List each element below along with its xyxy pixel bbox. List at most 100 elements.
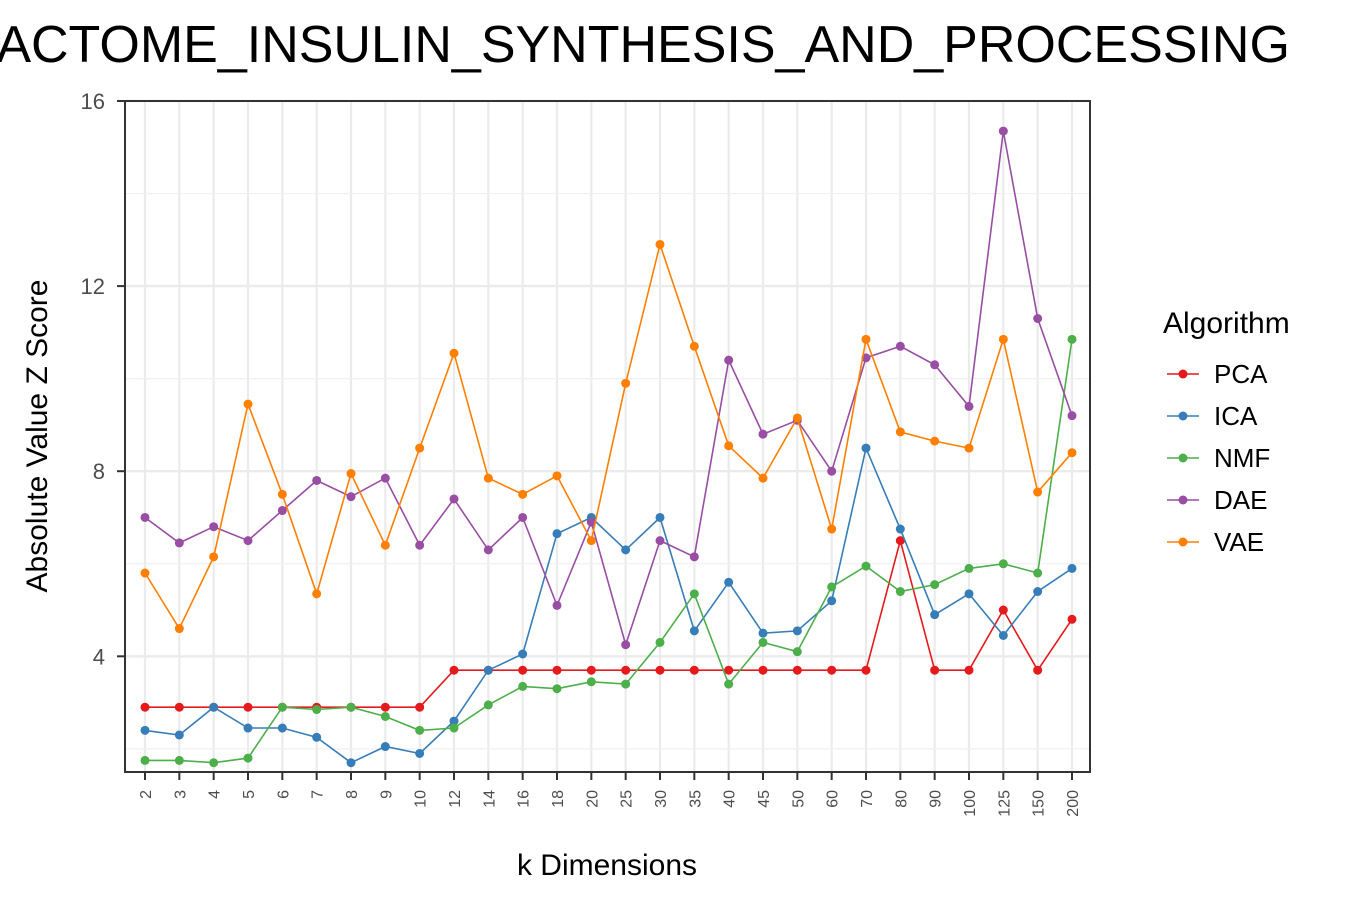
series-line-pca: [145, 537, 1073, 709]
legend-item-nmf: NMF: [1167, 443, 1270, 473]
data-point-vae: [174, 624, 184, 634]
data-point-nmf: [724, 679, 734, 689]
data-point-nmf: [861, 561, 871, 571]
series-dae: [140, 126, 1077, 650]
x-tick-label: 60: [825, 790, 842, 808]
data-point-vae: [312, 589, 322, 599]
data-point-vae: [792, 413, 802, 423]
data-point-ica: [380, 742, 390, 752]
legend-key-point: [1178, 453, 1188, 463]
legend-item-ica: ICA: [1167, 401, 1258, 431]
data-point-dae: [346, 492, 356, 502]
data-point-dae: [380, 473, 390, 483]
data-point-dae: [655, 536, 665, 546]
data-point-vae: [724, 441, 734, 451]
x-tick-label: 3: [172, 790, 189, 799]
data-point-nmf: [243, 753, 253, 763]
data-point-ica: [483, 665, 493, 675]
data-point-vae: [861, 334, 871, 344]
data-point-nmf: [930, 580, 940, 590]
data-point-ica: [758, 628, 768, 638]
data-point-vae: [243, 399, 253, 409]
data-point-ica: [209, 702, 219, 712]
data-point-dae: [209, 522, 219, 532]
x-tick-label: 14: [481, 790, 498, 808]
data-point-dae: [312, 475, 322, 485]
data-point-vae: [415, 443, 425, 453]
data-point-ica: [964, 589, 974, 599]
x-tick-label: 100: [962, 790, 979, 817]
x-tick-label: 90: [928, 790, 945, 808]
x-tick-label: 6: [275, 790, 292, 799]
data-point-nmf: [586, 677, 596, 687]
data-point-vae: [689, 341, 699, 351]
data-point-vae: [655, 239, 665, 249]
series-layer: [140, 126, 1077, 768]
x-tick-label: 25: [619, 790, 636, 808]
data-point-vae: [209, 552, 219, 562]
data-point-nmf: [449, 723, 459, 733]
data-point-dae: [483, 545, 493, 555]
x-tick-label: 7: [310, 790, 327, 799]
data-point-ica: [792, 626, 802, 636]
grid: [125, 99, 1090, 772]
series-vae: [140, 239, 1077, 634]
data-point-ica: [312, 732, 322, 742]
data-point-dae: [998, 126, 1008, 136]
data-point-dae: [930, 360, 940, 370]
x-tick-label: 30: [653, 790, 670, 808]
x-tick-label: 20: [584, 790, 601, 808]
data-point-pca: [552, 665, 562, 675]
x-tick-label: 4: [207, 790, 224, 799]
y-tick-label: 12: [81, 274, 105, 299]
data-point-nmf: [415, 725, 425, 735]
data-point-nmf: [792, 647, 802, 657]
plot-panel-border: [124, 100, 1091, 773]
data-point-pca: [998, 605, 1008, 615]
data-point-vae: [586, 536, 596, 546]
x-axis-label: k Dimensions: [517, 849, 697, 882]
data-point-dae: [827, 466, 837, 476]
data-point-nmf: [380, 711, 390, 721]
series-nmf: [140, 334, 1077, 768]
data-point-ica: [552, 529, 562, 539]
data-point-vae: [1033, 487, 1043, 497]
x-tick-label: 10: [413, 790, 430, 808]
data-point-pca: [895, 536, 905, 546]
data-point-nmf: [483, 700, 493, 710]
legend-item-vae: VAE: [1167, 527, 1264, 557]
data-point-ica: [140, 725, 150, 735]
x-tick-label: 200: [1065, 790, 1082, 817]
data-point-pca: [140, 702, 150, 712]
data-point-ica: [1067, 563, 1077, 573]
data-point-ica: [621, 545, 631, 555]
data-point-vae: [483, 473, 493, 483]
data-point-dae: [1033, 313, 1043, 323]
data-point-pca: [827, 665, 837, 675]
x-tick-label: 9: [378, 790, 395, 799]
data-point-dae: [1067, 411, 1077, 421]
data-point-ica: [415, 748, 425, 758]
x-tick-label: 150: [1031, 790, 1048, 817]
data-point-vae: [827, 524, 837, 534]
data-point-nmf: [964, 563, 974, 573]
data-point-pca: [1067, 614, 1077, 624]
x-tick-label: 35: [687, 790, 704, 808]
data-point-nmf: [312, 705, 322, 715]
data-point-ica: [277, 723, 287, 733]
series-line-dae: [144, 130, 1073, 648]
data-point-pca: [964, 665, 974, 675]
data-point-pca: [861, 665, 871, 675]
data-point-pca: [621, 665, 631, 675]
x-tick-label: 16: [516, 790, 533, 808]
x-tick-label: 8: [344, 790, 361, 799]
data-point-nmf: [277, 702, 287, 712]
legend: Algorithm PCA ICA NMF DAE VAE: [1163, 307, 1290, 557]
data-point-dae: [724, 355, 734, 365]
data-point-ica: [518, 649, 528, 659]
data-point-vae: [449, 348, 459, 358]
data-point-vae: [895, 427, 905, 437]
data-point-ica: [998, 630, 1008, 640]
data-point-pca: [724, 665, 734, 675]
data-point-ica: [827, 596, 837, 606]
